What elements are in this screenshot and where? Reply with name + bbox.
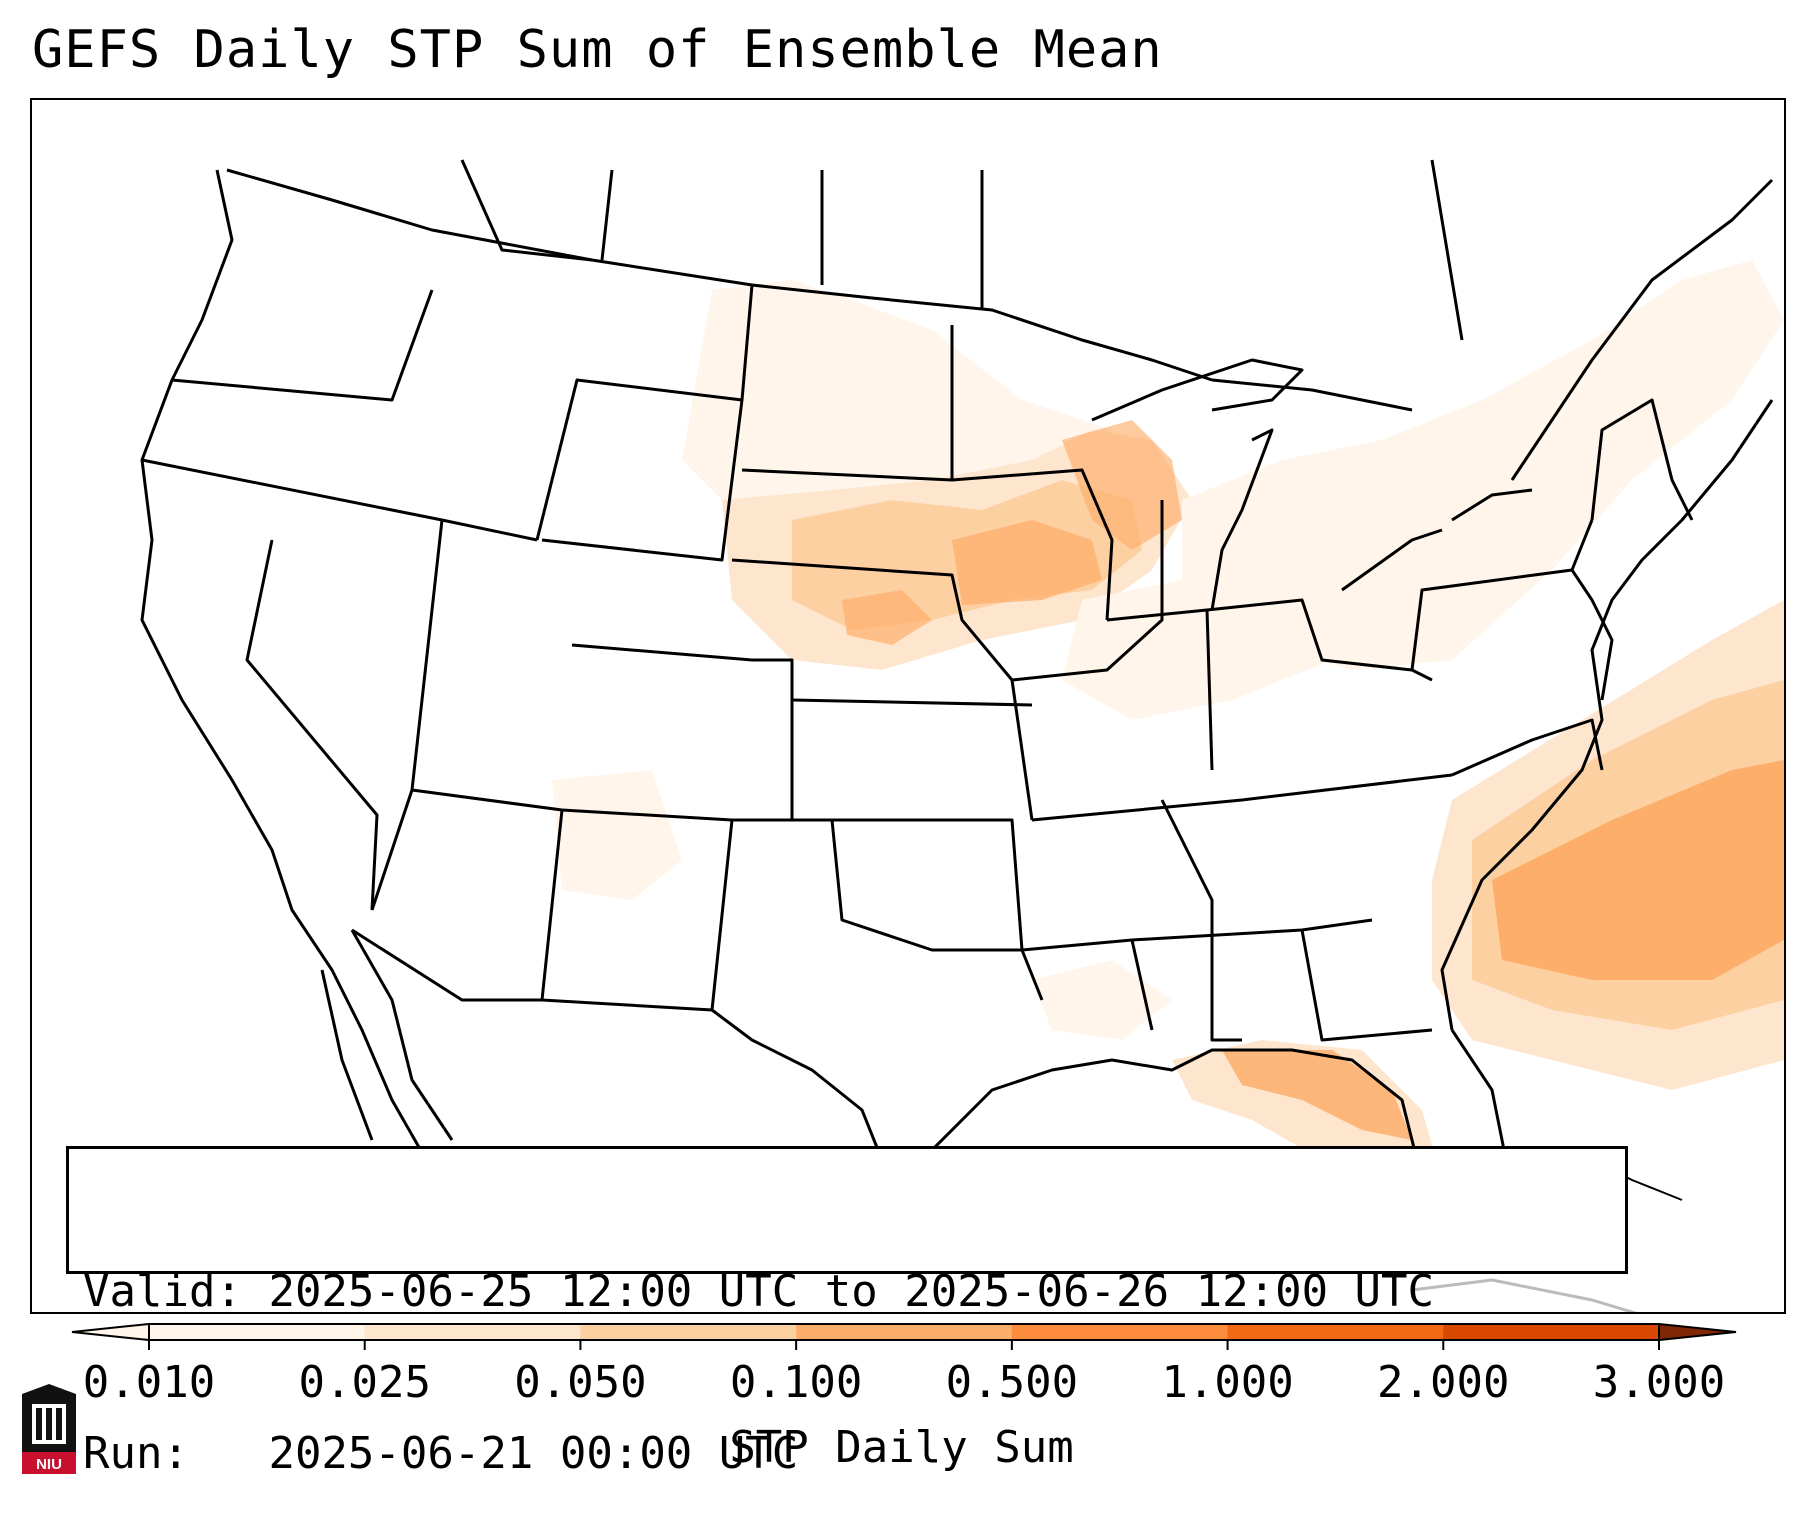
stp-area-wisconsin <box>1062 420 1182 550</box>
colorbar-segment <box>149 1324 366 1340</box>
east-coast <box>1440 399 1774 1031</box>
stp-area-gulf-coast <box>1032 960 1172 1040</box>
colorbar <box>71 1322 1737 1350</box>
valid-label: Valid: <box>83 1266 242 1317</box>
colorbar-segment <box>1227 1324 1444 1340</box>
colorbar-segment <box>796 1324 1013 1340</box>
state-borders <box>140 159 1774 1312</box>
colorbar-tick-label: 1.000 <box>1161 1357 1294 1408</box>
colorbar-min-arrow <box>71 1322 150 1342</box>
stp-area-northeast <box>1182 260 1784 670</box>
run-label: Run: <box>83 1428 189 1479</box>
valid-row: Valid: 2025-06-25 12:00 UTC to 2025-06-2… <box>83 1265 1611 1319</box>
conus-map <box>140 159 1784 1312</box>
run-value: 2025-06-21 00:00 UTC <box>268 1428 799 1479</box>
colorbar-tick-label: 0.025 <box>298 1357 431 1408</box>
lake-superior <box>1091 358 1304 422</box>
colorbar-segment <box>364 1324 581 1340</box>
stp-area-nebraska-core <box>842 590 932 645</box>
stp-area-ohio-valley <box>1062 580 1332 720</box>
colorbar-tick-label: 0.100 <box>729 1357 863 1408</box>
stp-area-southern-plains <box>552 770 682 900</box>
canada-border <box>226 168 1213 382</box>
colorbar-tick-label: 3.000 <box>1592 1357 1726 1408</box>
colorbar-tick-label: 2.000 <box>1377 1357 1510 1408</box>
valid-value: 2025-06-25 12:00 UTC to 2025-06-26 12:00… <box>268 1266 1435 1317</box>
colorbar-ticks <box>148 1340 1660 1350</box>
logo-text: NIU <box>36 1456 62 1473</box>
stp-area-iowa-core <box>952 520 1102 605</box>
colorbar-label: STP Daily Sum <box>729 1422 1074 1473</box>
west-coast <box>140 169 464 1251</box>
colorbar-segment <box>1443 1324 1660 1340</box>
lake-erie <box>1341 528 1443 592</box>
colorbar-max-arrow <box>1658 1322 1737 1342</box>
stp-area-florida-core <box>1222 1050 1412 1140</box>
colorbar-tick-label: 0.500 <box>945 1357 1079 1408</box>
lake-ontario <box>1451 488 1533 522</box>
university-tower-icon: NIU <box>22 1384 76 1474</box>
run-row: Run: 2025-06-21 00:00 UTC <box>83 1427 1611 1481</box>
map-panel <box>30 98 1786 1314</box>
colorbar-segments <box>149 1324 1660 1340</box>
valid-run-box: Valid: 2025-06-25 12:00 UTC to 2025-06-2… <box>66 1146 1628 1479</box>
colorbar-segment <box>1011 1324 1229 1340</box>
lake-michigan <box>1210 428 1274 611</box>
cuba <box>1411 1278 1638 1312</box>
colorbar-tick-label: 0.050 <box>514 1357 647 1408</box>
stp-area-atlantic-core <box>1492 760 1784 980</box>
colorbar-segment <box>580 1324 797 1340</box>
colorbar-tick-label: 0.010 <box>82 1357 216 1408</box>
map-title: GEFS Daily STP Sum of Ensemble Mean <box>32 20 1163 80</box>
